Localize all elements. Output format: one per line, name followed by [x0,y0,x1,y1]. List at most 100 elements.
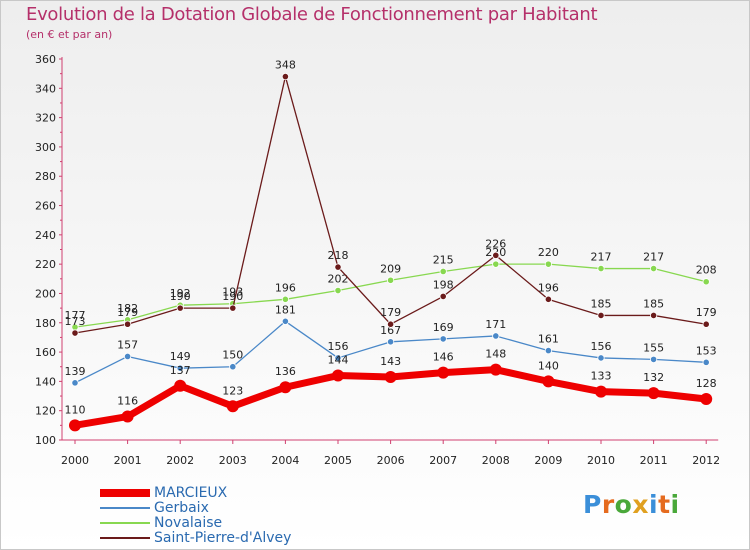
data-point [597,354,605,362]
data-point [439,267,447,276]
data-label: 218 [328,249,349,262]
data-point [649,311,658,320]
data-label: 179 [696,306,717,319]
y-tick-label: 160 [35,346,56,359]
data-label: 155 [643,341,664,354]
data-label: 181 [275,303,296,316]
logo-letter: r [601,490,615,519]
y-tick-label: 360 [35,53,56,66]
data-point [647,387,660,400]
data-label: 167 [380,324,401,337]
legend-label: Saint-Pierre-d'Alvey [154,530,292,546]
y-tick-label: 180 [35,317,56,330]
data-label: 133 [591,370,612,383]
data-label: 185 [643,297,664,310]
data-label: 217 [591,251,612,264]
data-label: 137 [170,364,191,377]
data-point [437,366,450,379]
x-tick-label: 2008 [482,454,510,467]
data-label: 157 [117,338,138,351]
data-label: 190 [222,290,243,303]
data-point [386,320,395,328]
data-label: 144 [328,354,349,367]
data-point [386,276,395,284]
data-label: 169 [433,321,454,334]
data-point [334,263,342,271]
data-label: 123 [222,384,243,397]
data-label: 156 [591,340,612,353]
data-label: 139 [65,365,86,378]
legend-swatch [100,489,150,497]
data-label: 161 [538,333,559,346]
data-point [334,354,342,362]
logo-letter: x [632,490,649,519]
data-point [492,332,500,340]
data-point [702,278,710,286]
proxiti-logo: Proxiti [583,490,680,519]
data-point [279,381,292,394]
data-point [334,286,342,295]
data-label: 171 [485,318,506,331]
data-label: 209 [380,262,401,275]
data-label: 217 [643,251,664,264]
data-point [386,338,395,346]
data-point [544,295,553,303]
x-tick-label: 2009 [534,454,562,467]
legend-label: Gerbaix [154,500,209,516]
data-point [542,375,555,388]
data-label: 208 [696,264,717,277]
data-point [700,392,713,405]
data-label: 132 [643,371,664,384]
legend-label: MARCIEUX [154,485,228,501]
data-label: 202 [328,273,349,286]
y-tick-label: 300 [35,141,56,154]
data-point [492,251,500,259]
y-tick-label: 200 [35,287,56,300]
data-point [439,292,447,300]
data-point [439,335,447,343]
data-point [702,358,710,366]
data-label: 220 [538,246,559,259]
data-label: 146 [433,351,454,364]
data-label: 150 [222,349,243,362]
logo-letter: i [670,490,680,519]
data-label: 173 [65,315,86,328]
data-label: 148 [485,348,506,361]
y-tick-label: 260 [35,200,56,213]
y-tick-label: 280 [35,170,56,183]
data-point [544,260,553,268]
data-point [649,264,658,273]
data-label: 196 [538,281,559,294]
data-point [597,264,605,273]
y-tick-label: 100 [35,434,56,447]
data-point [492,260,500,268]
data-label: 190 [170,290,191,303]
data-label: 143 [380,355,401,368]
x-tick-label: 2004 [271,454,299,467]
data-point [71,379,79,387]
series-marcieux: 110 116 137 123 136 144 143 146 148 140 133 132 128 [65,348,717,432]
data-point [384,370,397,383]
x-tick-label: 2005 [324,454,352,467]
data-point [71,329,79,337]
chart-title: Evolution de la Dotation Globale de Fonc… [26,4,598,25]
x-tick-label: 2002 [166,454,194,467]
data-label: 179 [380,306,401,319]
data-point [649,355,658,364]
data-point [176,304,184,312]
logo-letter: P [583,490,602,519]
data-point [174,379,187,392]
y-tick-label: 340 [35,82,56,95]
legend-swatch [100,522,150,524]
data-label: 153 [696,344,717,357]
x-tick-label: 2003 [219,454,247,467]
data-label: 140 [538,359,559,372]
x-tick-label: 2010 [587,454,615,467]
legend-swatch [100,507,150,509]
y-tick-label: 120 [35,405,56,418]
y-tick-label: 320 [35,112,56,125]
data-label: 156 [328,340,349,353]
y-tick-label: 240 [35,229,56,242]
